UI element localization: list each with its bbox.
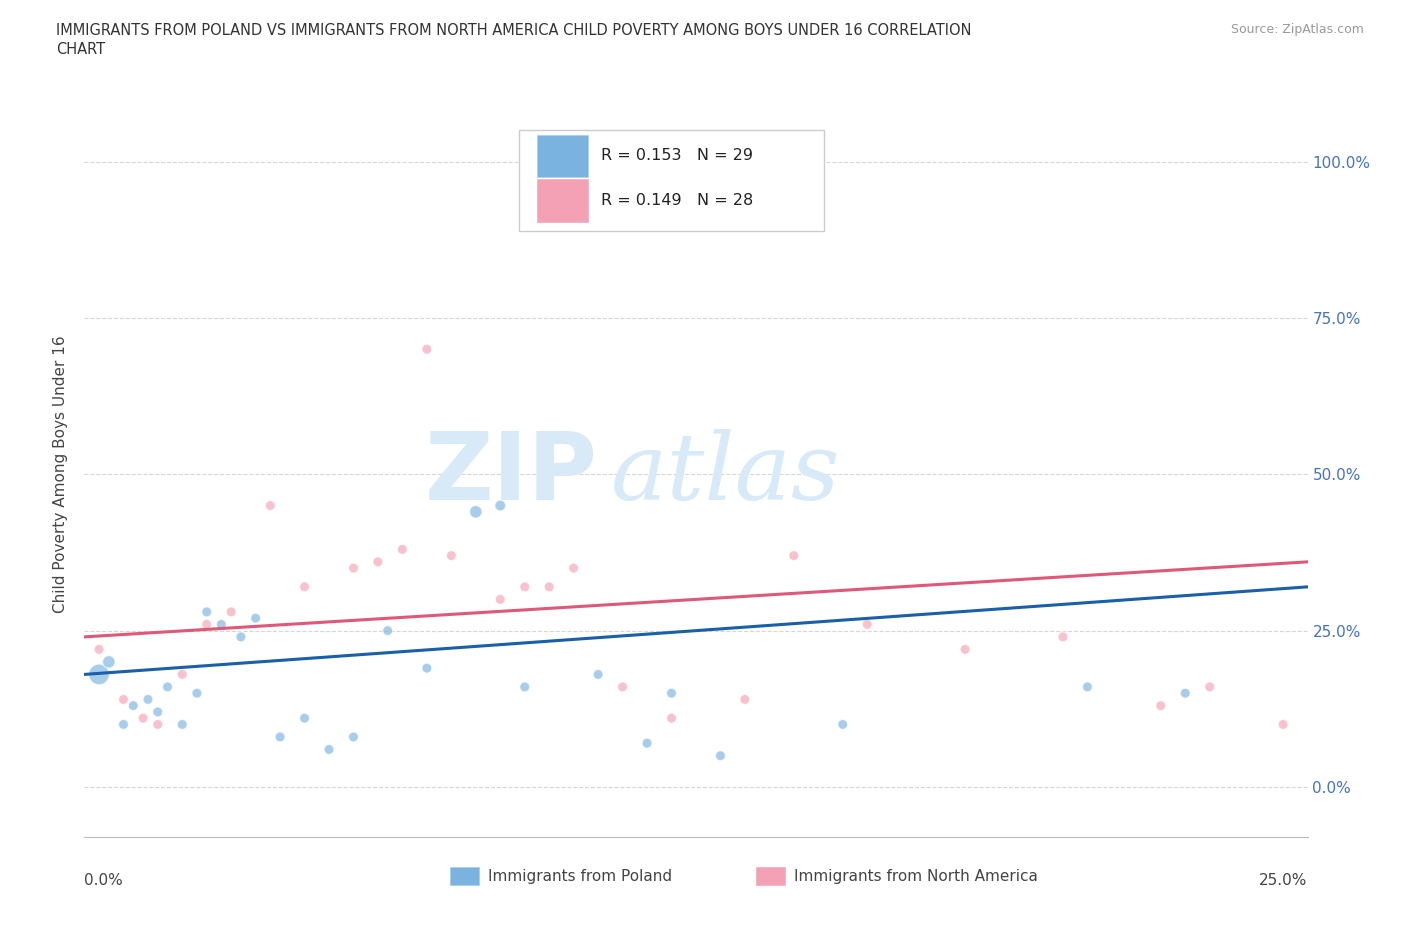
Point [1174,685,1197,700]
Point [416,660,439,675]
Point [146,705,169,720]
Point [464,504,486,519]
Point [229,630,252,644]
Point [416,342,439,357]
Point [245,611,267,626]
Text: Immigrants from Poland: Immigrants from Poland [488,869,672,883]
Point [367,554,389,569]
Point [219,604,242,619]
Point [136,692,159,707]
Point [709,749,731,764]
Point [112,692,135,707]
Text: 25.0%: 25.0% [1260,873,1308,888]
Text: R = 0.153   N = 29: R = 0.153 N = 29 [600,149,752,164]
Point [195,617,218,631]
Point [489,498,512,513]
Point [172,667,194,682]
Y-axis label: Child Poverty Among Boys Under 16: Child Poverty Among Boys Under 16 [53,336,69,613]
Text: IMMIGRANTS FROM POLAND VS IMMIGRANTS FROM NORTH AMERICA CHILD POVERTY AMONG BOYS: IMMIGRANTS FROM POLAND VS IMMIGRANTS FRO… [56,23,972,38]
Point [186,685,208,700]
FancyBboxPatch shape [756,868,786,884]
Text: CHART: CHART [56,42,105,57]
Text: 0.0%: 0.0% [84,873,124,888]
FancyBboxPatch shape [537,135,588,178]
Point [195,604,218,619]
Point [636,736,658,751]
Point [209,617,232,631]
Point [122,698,145,713]
FancyBboxPatch shape [450,868,479,884]
Point [440,548,463,563]
Point [132,711,155,725]
Point [87,667,110,682]
Point [513,680,536,695]
Point [294,579,316,594]
Point [1272,717,1295,732]
Point [1052,630,1074,644]
Point [734,692,756,707]
Text: R = 0.149   N = 28: R = 0.149 N = 28 [600,193,752,207]
Point [97,655,120,670]
Point [513,579,536,594]
Text: ZIP: ZIP [425,429,598,520]
Text: atlas: atlas [610,430,839,519]
Point [294,711,316,725]
Point [87,642,110,657]
Point [156,680,179,695]
Point [586,667,609,682]
Point [1198,680,1220,695]
Point [146,717,169,732]
Point [699,154,721,169]
Text: Source: ZipAtlas.com: Source: ZipAtlas.com [1230,23,1364,36]
Point [318,742,340,757]
Point [377,623,399,638]
Point [1150,698,1173,713]
Point [1076,680,1098,695]
Point [661,685,683,700]
Point [856,617,879,631]
Point [112,717,135,732]
Point [612,680,634,695]
Point [259,498,281,513]
Point [538,579,561,594]
Point [391,542,413,557]
Text: Immigrants from North America: Immigrants from North America [794,869,1038,883]
Point [172,717,194,732]
FancyBboxPatch shape [537,179,588,221]
Point [661,711,683,725]
Point [342,561,364,576]
FancyBboxPatch shape [519,130,824,232]
Point [342,729,364,744]
Point [489,591,512,606]
Point [831,717,853,732]
Point [562,561,585,576]
Point [953,642,976,657]
Point [783,548,806,563]
Point [269,729,291,744]
